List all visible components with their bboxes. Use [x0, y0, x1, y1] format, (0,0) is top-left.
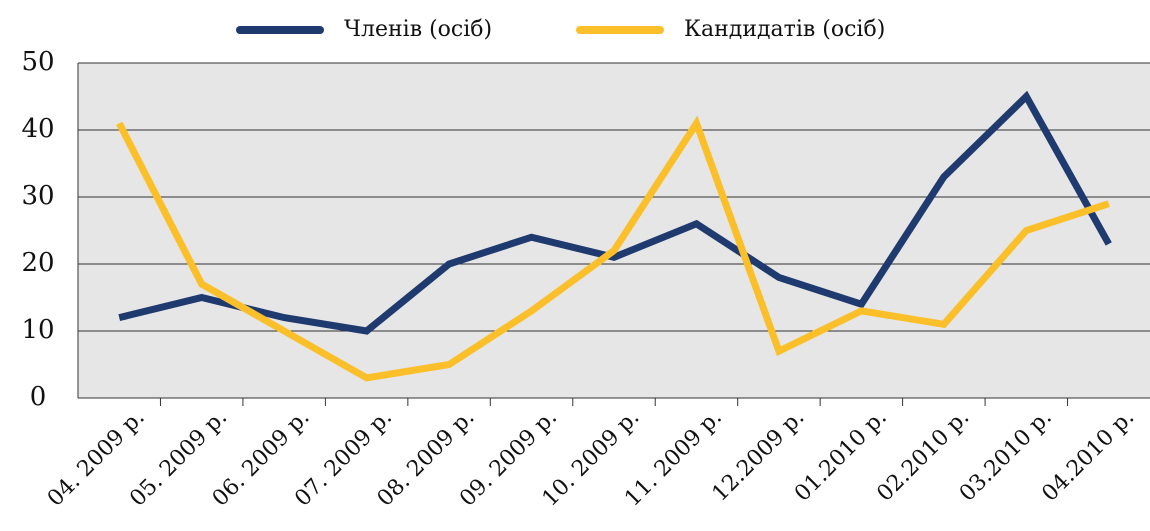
y-tick-label: 10: [21, 315, 54, 345]
y-tick-label: 50: [21, 47, 54, 77]
line-series: [116, 115, 1110, 382]
y-tick-label: 30: [21, 181, 54, 211]
legend-label: Кандидатів (осіб): [684, 17, 885, 42]
plot-area: [78, 63, 1150, 398]
line-series: [118, 90, 1112, 335]
y-tick-label: 40: [21, 114, 54, 144]
legend-label: Членів (осіб): [344, 17, 492, 42]
y-tick-label: 20: [21, 248, 54, 278]
y-tick-label: 0: [30, 382, 47, 412]
